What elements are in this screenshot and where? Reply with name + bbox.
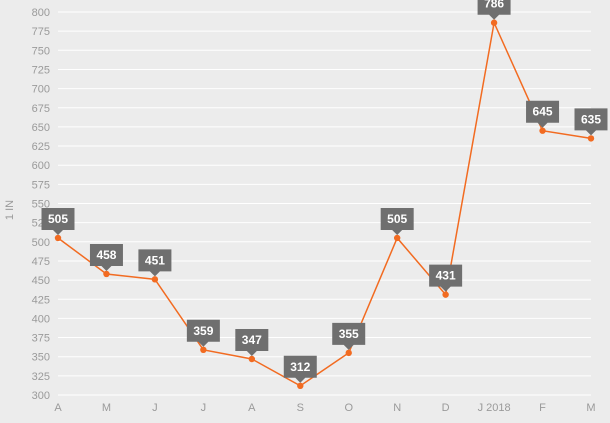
x-tick-label: S [297, 402, 304, 414]
data-point[interactable] [200, 346, 207, 354]
gridlines [58, 11, 591, 396]
data-point[interactable] [442, 291, 449, 298]
y-tick-label: 575 [32, 179, 50, 191]
x-tick-label: F [539, 402, 546, 414]
x-tick-label: D [442, 402, 450, 414]
y-tick-label: 500 [32, 237, 50, 249]
x-tick-label: O [344, 402, 353, 414]
data-point[interactable] [539, 127, 546, 134]
y-tick-label: 550 [32, 199, 50, 211]
data-label: 635 [574, 108, 608, 136]
data-label: 347 [235, 328, 269, 356]
y-tick-label: 750 [32, 45, 50, 57]
data-label-text: 505 [48, 212, 68, 226]
y-axis-title: 1 IN [4, 200, 16, 220]
data-label: 645 [526, 100, 560, 128]
data-label-text: 431 [436, 269, 456, 283]
data-point[interactable] [151, 276, 159, 283]
data-label-text: 451 [145, 253, 165, 267]
data-label-text: 786 [484, 0, 504, 11]
data-label-box [429, 264, 463, 292]
data-point[interactable] [54, 234, 62, 242]
y-tick-label: 725 [32, 64, 50, 76]
data-label-box [235, 328, 269, 356]
data-label-text: 359 [193, 324, 213, 338]
y-tick-label: 700 [32, 84, 50, 96]
data-label: 355 [332, 322, 366, 350]
y-tick-label: 425 [32, 294, 50, 306]
x-tick-label: M [586, 402, 595, 414]
y-tick-label: 325 [32, 371, 50, 383]
data-label: 505 [41, 207, 75, 235]
series-line-group [54, 19, 595, 390]
y-tick-label: 675 [32, 103, 50, 115]
data-point[interactable] [587, 135, 595, 142]
data-label: 451 [138, 249, 172, 277]
y-tick-label: 600 [32, 160, 50, 172]
data-point[interactable] [248, 355, 256, 363]
x-axis-tick-labels: A M J J A S O N D J 2018 F M [54, 402, 595, 414]
data-point[interactable] [393, 234, 401, 242]
y-tick-label: 775 [32, 26, 50, 38]
data-label-text: 312 [290, 360, 310, 374]
x-tick-label: J [201, 402, 207, 414]
y-tick-label: 300 [32, 390, 50, 402]
data-label-box [477, 0, 511, 20]
data-label-text: 645 [533, 105, 553, 119]
data-point[interactable] [345, 349, 352, 357]
data-label-text: 505 [387, 212, 407, 226]
x-tick-label: M [102, 402, 111, 414]
data-label: 431 [429, 264, 463, 292]
data-label-box [186, 319, 220, 347]
data-point[interactable] [103, 270, 110, 278]
data-label-box [526, 100, 560, 128]
y-tick-label: 475 [32, 256, 50, 268]
series-line [57, 20, 592, 387]
data-point[interactable] [297, 382, 304, 390]
x-tick-label: A [248, 402, 256, 414]
x-tick-label: J 2018 [478, 402, 511, 414]
y-tick-label: 800 [32, 7, 50, 19]
data-label-text: 458 [96, 248, 116, 262]
data-label-text: 355 [339, 327, 359, 341]
data-label-text: 635 [581, 112, 601, 126]
data-label: 458 [89, 243, 123, 271]
data-label-box [138, 249, 172, 277]
y-axis-tick-labels: 3003253503754004254504755005255505756006… [32, 7, 50, 402]
x-tick-label: N [393, 402, 401, 414]
data-label-box [283, 355, 317, 383]
data-label-box [89, 243, 123, 271]
data-label-box [332, 322, 366, 350]
data-label: 505 [380, 207, 414, 235]
data-label: 312 [283, 355, 317, 383]
data-label-box [41, 207, 75, 235]
y-tick-label: 450 [32, 275, 50, 287]
data-label-text: 347 [242, 333, 262, 347]
x-tick-label: A [54, 402, 62, 414]
data-point[interactable] [490, 19, 498, 26]
data-label: 359 [186, 319, 220, 347]
y-tick-label: 400 [32, 313, 50, 325]
data-label: 786 [477, 0, 511, 20]
y-tick-label: 625 [32, 141, 50, 153]
y-tick-label: 650 [32, 122, 50, 134]
y-tick-label: 350 [32, 352, 50, 364]
data-label-box [380, 207, 414, 235]
y-tick-label: 375 [32, 333, 50, 345]
data-label-box [574, 108, 608, 136]
data-labels: 505 458 451 359 347 312 355 505 431 786 645 635 [41, 0, 608, 383]
x-tick-label: J [152, 402, 158, 414]
